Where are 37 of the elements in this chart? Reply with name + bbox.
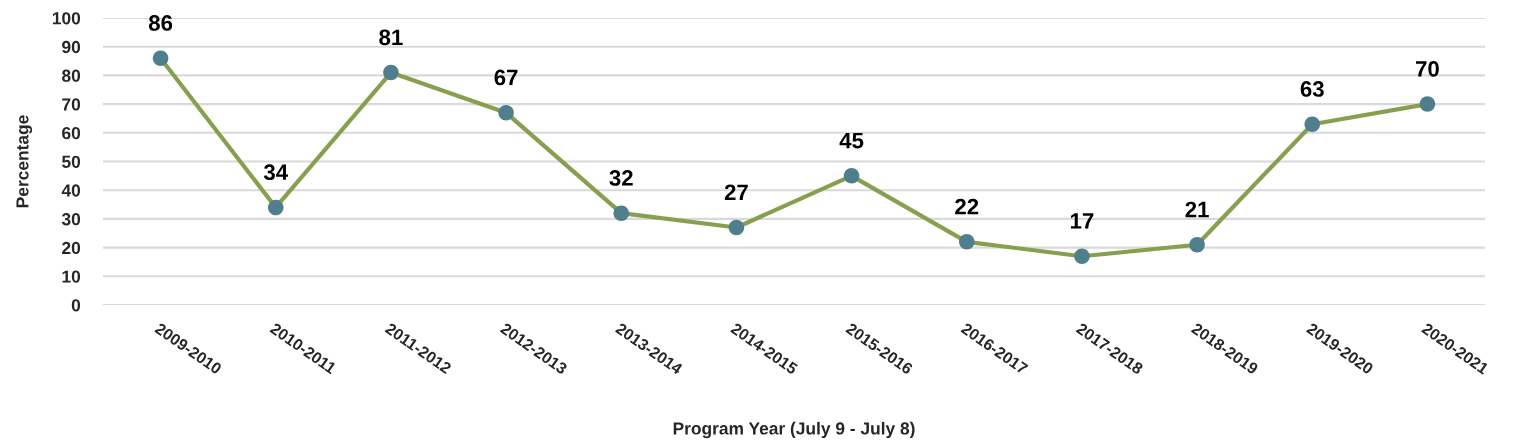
x-axis-title: Program Year (July 9 - July 8): [673, 421, 915, 439]
point: [267, 199, 284, 216]
data-label: 81: [379, 29, 403, 46]
data-label: 63: [1300, 81, 1324, 97]
y-tick-label: 90: [62, 40, 81, 54]
y-tick-label: 30: [61, 213, 81, 226]
point: [152, 50, 169, 66]
point: [1074, 248, 1090, 264]
data-label: 17: [1070, 213, 1094, 229]
y-tick-label: 20: [62, 241, 81, 255]
point: [958, 234, 975, 250]
y-tick-label: 0: [71, 299, 81, 312]
data-label: 21: [1185, 201, 1209, 218]
data-label: 70: [1416, 61, 1439, 77]
data-label: 32: [609, 170, 633, 186]
y-tick-label: 40: [61, 184, 81, 197]
y-tick-label: 100: [52, 12, 81, 25]
y-tick-label: 80: [62, 69, 81, 82]
point: [1189, 236, 1205, 253]
data-label: 34: [263, 164, 288, 181]
y-tick-label: 10: [62, 270, 81, 283]
point: [613, 205, 630, 221]
y-tick-label: 50: [62, 155, 81, 168]
data-label: 67: [494, 69, 518, 86]
point: [1304, 116, 1321, 132]
y-axis-title: Percentage: [16, 115, 33, 208]
point: [498, 104, 514, 121]
point: [843, 168, 860, 184]
data-label: 22: [955, 198, 979, 215]
point: [1419, 96, 1436, 112]
y-tick-label: 60: [62, 126, 81, 140]
point: [728, 219, 745, 236]
y-tick-label: 70: [62, 98, 81, 111]
data-label: 27: [724, 184, 748, 200]
data-label: 86: [148, 15, 173, 31]
data-label: 45: [839, 132, 864, 149]
point: [383, 64, 399, 81]
